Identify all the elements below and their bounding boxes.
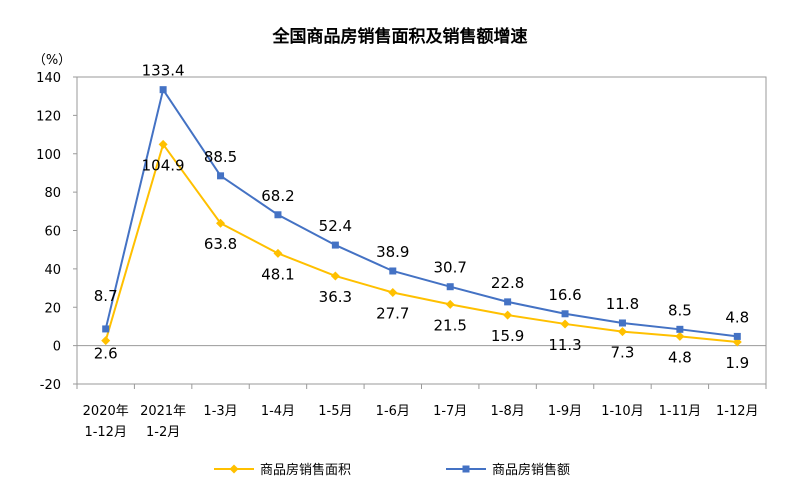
data-label: 36.3 [319, 288, 352, 306]
y-tick-label: 120 [36, 109, 61, 124]
data-label: 11.8 [606, 295, 639, 313]
data-point [216, 218, 226, 228]
x-tick-label: 1-8月 [491, 404, 525, 419]
legend: 商品房销售面积 商品房销售额 [214, 462, 570, 478]
y-tick-label: 60 [44, 225, 61, 240]
data-label: 68.2 [261, 187, 294, 205]
data-label: 104.9 [142, 156, 185, 174]
data-label: 15.9 [491, 327, 524, 345]
series-line-2 [104, 87, 738, 338]
data-label: 63.8 [204, 235, 237, 253]
series-line-1 [104, 142, 738, 343]
chart-title: 全国商品房销售面积及销售额增速 [272, 26, 528, 47]
data-point [618, 319, 626, 327]
x-tick-label: 2021年 [140, 404, 186, 419]
data-label: 4.8 [725, 308, 749, 326]
data-label: 21.5 [434, 316, 467, 334]
data-point [102, 325, 110, 333]
data-label: 16.6 [548, 286, 581, 304]
legend-marker [229, 464, 239, 474]
x-tick-label: 1-2月 [146, 425, 180, 440]
data-label: 8.5 [668, 301, 692, 319]
data-point [560, 319, 570, 329]
y-tick-label: 40 [44, 263, 61, 278]
data-point [388, 287, 398, 297]
y-tick-label: -20 [40, 378, 61, 393]
data-point [445, 299, 455, 309]
y-axis-ticks: -20 0 20 40 60 80 100 120 140 [36, 71, 77, 393]
data-label: 11.3 [548, 336, 581, 354]
data-point [733, 332, 741, 340]
data-point [617, 327, 627, 337]
x-tick-label: 1-12月 [84, 425, 127, 440]
data-label: 7.3 [611, 344, 635, 362]
y-tick-label: 140 [36, 71, 61, 86]
x-tick-label: 1-5月 [318, 404, 352, 419]
x-tick-label: 1-6月 [376, 404, 410, 419]
data-label: 38.9 [376, 243, 409, 261]
x-tick-label: 1-7月 [433, 404, 467, 419]
y-tick-label: 0 [53, 340, 61, 355]
data-label: 88.5 [204, 148, 237, 166]
data-point [446, 283, 454, 291]
x-tick-label: 1-4月 [261, 404, 295, 419]
data-point [389, 267, 397, 275]
data-point [274, 211, 282, 219]
data-label: 52.4 [319, 217, 352, 235]
data-label: 30.7 [434, 259, 467, 277]
data-label: 22.8 [491, 274, 524, 292]
y-tick-label: 100 [36, 148, 61, 163]
legend-label: 商品房销售额 [492, 462, 570, 478]
data-point [159, 86, 167, 94]
data-label: 27.7 [376, 304, 409, 322]
plot-frame [76, 76, 767, 385]
x-tick-label: 1-12月 [716, 404, 759, 419]
data-point [158, 139, 168, 149]
y-tick-label: 80 [44, 186, 61, 201]
data-point [675, 331, 685, 341]
data-point [503, 310, 513, 320]
data-label: 4.8 [668, 348, 692, 366]
data-point [504, 298, 512, 306]
x-tick-label: 1-3月 [203, 404, 237, 419]
data-point [331, 241, 339, 249]
data-label: 2.6 [94, 345, 118, 363]
data-point [330, 271, 340, 281]
x-tick-label: 1-11月 [659, 404, 702, 419]
data-point [101, 336, 111, 346]
x-tick-label: 1-9月 [548, 404, 582, 419]
data-label: 1.9 [725, 354, 749, 372]
x-tick-label: 1-10月 [601, 404, 644, 419]
data-label: 8.7 [94, 287, 118, 305]
series-layer: 8.7 133.4 88.5 68.2 52.4 38.9 30.7 22.8 16.6 11.8… [94, 62, 749, 372]
x-tick-label: 2020年 [83, 404, 129, 419]
data-point [676, 325, 684, 333]
legend-label: 商品房销售面积 [260, 462, 351, 478]
x-axis-ticks: 2020年 1-12月 2021年 1-2月 1-3月 1-4月 1-5月 1-6月 1-7月 1… [76, 384, 767, 440]
y-tick-label: 20 [44, 301, 61, 316]
data-label: 133.4 [142, 62, 185, 80]
data-point [561, 310, 569, 318]
data-point [273, 248, 283, 258]
y-axis-unit-label: （%） [33, 53, 71, 68]
data-label: 48.1 [261, 265, 294, 283]
legend-marker [462, 465, 470, 473]
data-point [217, 172, 225, 180]
